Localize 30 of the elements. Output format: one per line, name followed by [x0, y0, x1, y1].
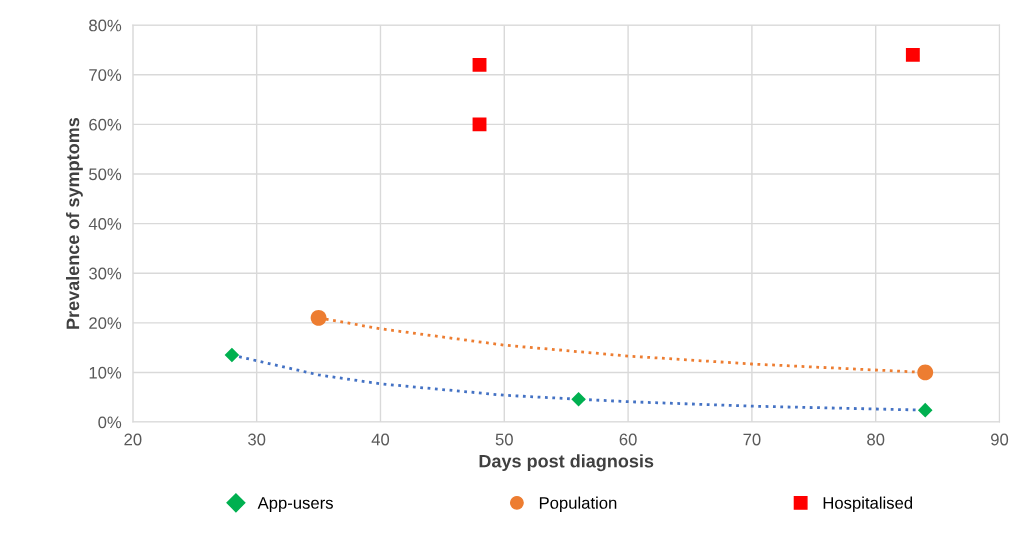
- point: [224, 347, 240, 363]
- point: [310, 309, 327, 326]
- x-axis-title: Days post diagnosis: [479, 454, 654, 472]
- y-tick-label: 50%: [89, 168, 122, 181]
- point: [571, 391, 586, 407]
- point: [917, 402, 933, 418]
- y-tick-label: 80%: [89, 19, 122, 32]
- x-tick-label: 40: [371, 433, 390, 446]
- point: [905, 47, 920, 62]
- x-tick-label: 50: [495, 433, 513, 446]
- x-tick-label: 60: [619, 433, 637, 446]
- y-tick-label: 0%: [98, 416, 122, 429]
- y-tick-label: 60%: [89, 118, 122, 131]
- y-tick-label: 10%: [89, 366, 122, 379]
- legend-label: App-users: [257, 497, 333, 513]
- x-tick-label: 30: [248, 433, 266, 446]
- point: [917, 364, 934, 381]
- y-tick-label: 20%: [89, 317, 122, 330]
- y-tick-label: 30%: [89, 267, 122, 280]
- point: [472, 117, 487, 132]
- y-tick-label: 70%: [89, 69, 122, 81]
- x-tick-label: 90: [991, 433, 1009, 446]
- x-tick-label: 70: [743, 433, 761, 446]
- y-axis-title: Prevalence of symptoms: [66, 117, 83, 329]
- x-tick-label: 80: [867, 433, 885, 446]
- legend-label: Population: [539, 496, 617, 513]
- legend-label: Hospitalised: [823, 496, 913, 513]
- point: [472, 57, 487, 72]
- x-tick-label: 20: [124, 433, 142, 446]
- y-tick-label: 40%: [88, 218, 122, 230]
